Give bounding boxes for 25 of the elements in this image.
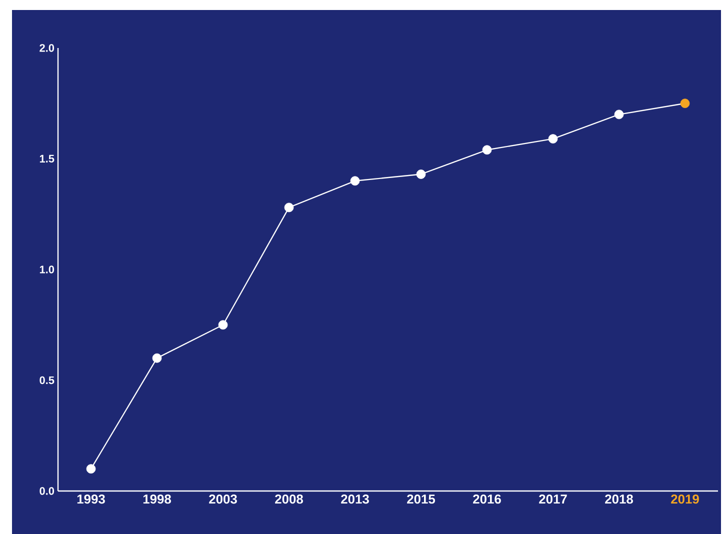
x-tick-label: 2017 [539, 494, 567, 504]
y-tick-label: 0.0 [40, 487, 54, 495]
point [218, 320, 228, 330]
x-tick-label: 2003 [209, 494, 237, 504]
point [284, 202, 294, 212]
x-tick-label: 2008 [275, 494, 304, 504]
y-tick-label: 2.0 [40, 44, 54, 52]
x-tick-label: 2015 [407, 494, 436, 504]
x-tick-label: 1998 [143, 494, 172, 504]
y-tick-label: 1.0 [40, 266, 54, 274]
point [350, 176, 360, 186]
x-tick-label: 2019 [671, 494, 699, 504]
y-tick-label: 1.5 [40, 154, 54, 163]
point [152, 353, 162, 363]
x-tick-label: 2016 [473, 494, 501, 504]
point [548, 134, 558, 144]
point [680, 98, 690, 108]
point [416, 170, 426, 179]
y-tick-label: 0.5 [40, 376, 54, 384]
point [86, 464, 96, 474]
point [482, 145, 492, 155]
point [614, 110, 624, 120]
x-tick-label: 2013 [341, 494, 369, 504]
x-tick-label: 1993 [77, 494, 105, 504]
x-tick-label: 2018 [605, 494, 634, 504]
